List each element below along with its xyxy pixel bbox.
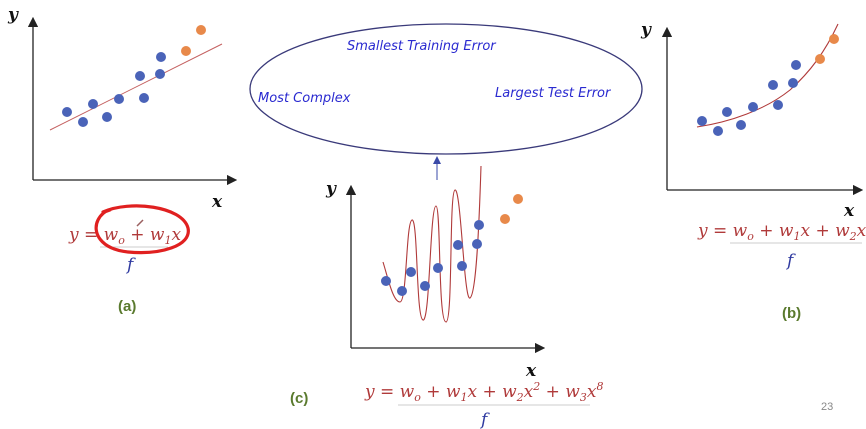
- panel-c-label: (c): [290, 390, 308, 407]
- test-point: [500, 214, 510, 224]
- eq-c-t4: + w: [540, 382, 580, 402]
- panel-c-x-label: x: [525, 361, 537, 381]
- train-point: [420, 281, 430, 291]
- train-point: [88, 99, 98, 109]
- eq-a-plus1: + w: [125, 225, 165, 245]
- panel-a-x-label: x: [211, 192, 223, 212]
- panel-b-equation: y = wo + w1x + w2x2: [697, 219, 866, 243]
- panel-b-x-label: x: [843, 201, 855, 221]
- complexity-bubble: Smallest Training Error Most Complex Lar…: [249, 23, 643, 180]
- panel-a-equation-sub: f: [125, 255, 136, 275]
- train-point: [768, 80, 778, 90]
- train-point: [773, 100, 783, 110]
- eq-b-sub0: o: [747, 230, 754, 243]
- eq-b-t3: x: [857, 221, 866, 241]
- eq-a-lhs: y = w: [68, 225, 119, 245]
- test-point: [815, 54, 825, 64]
- train-point: [102, 112, 112, 122]
- panel-b-y-label: y: [640, 20, 652, 40]
- train-point: [62, 107, 72, 117]
- bubble-ellipse: [249, 23, 643, 155]
- train-point: [791, 60, 801, 70]
- train-point: [433, 263, 443, 273]
- eq-b-t1: + w: [754, 221, 794, 241]
- eq-c-lhs: y = w: [364, 382, 415, 402]
- eq-a-sub1: 1: [164, 234, 171, 247]
- eq-a-sub0: o: [118, 234, 125, 247]
- eq-b-sub2: 2: [849, 230, 857, 243]
- train-point: [453, 240, 463, 250]
- eq-c-t3: x: [524, 382, 534, 402]
- panel-c-equation-sub: f: [479, 410, 490, 429]
- eq-c-sub0: o: [414, 391, 421, 404]
- panel-b: y x y = wo + w1x + w2x2 f (b): [640, 20, 866, 322]
- panel-a-fit-line: [49, 43, 223, 131]
- train-point: [156, 52, 166, 62]
- eq-a-x: x: [171, 225, 181, 245]
- test-point: [196, 25, 206, 35]
- panel-c-y-label: y: [325, 179, 337, 199]
- train-point: [713, 126, 723, 136]
- train-point: [472, 239, 482, 249]
- panel-a-y-label: y: [7, 5, 19, 25]
- train-point: [114, 94, 124, 104]
- panel-b-points: [697, 34, 839, 136]
- eq-c-sup8: 8: [596, 380, 603, 393]
- panel-c: y x y = wo + w1x + w2x2 + w3x8 f (c): [290, 165, 603, 429]
- train-point: [135, 71, 145, 81]
- panel-a: y x y = wo + w1x f (a): [7, 5, 238, 315]
- eq-c-t2: x + w: [467, 382, 517, 402]
- eq-c-sub2: 2: [516, 391, 524, 404]
- train-point: [381, 276, 391, 286]
- train-point: [406, 267, 416, 277]
- eq-b-sub1: 1: [793, 230, 800, 243]
- train-point: [736, 120, 746, 130]
- eq-c-t5: x: [587, 382, 597, 402]
- train-point: [155, 69, 165, 79]
- train-point: [697, 116, 707, 126]
- red-circle-annotation: [94, 204, 190, 255]
- eq-c-sub1: 1: [460, 391, 467, 404]
- bubble-top-text: Smallest Training Error: [347, 39, 497, 54]
- pen-mark-annotation: [136, 219, 144, 227]
- panel-a-label: (a): [118, 298, 136, 315]
- panel-b-equation-sub: f: [785, 251, 796, 271]
- bubble-right-text: Largest Test Error: [495, 86, 612, 101]
- eq-b-t2: x + w: [800, 221, 850, 241]
- train-point: [397, 286, 407, 296]
- train-point: [474, 220, 484, 230]
- train-point: [748, 102, 758, 112]
- panel-c-equation: y = wo + w1x + w2x2 + w3x8: [364, 380, 603, 404]
- train-point: [722, 107, 732, 117]
- train-point: [78, 117, 88, 127]
- eq-c-t1: + w: [421, 382, 461, 402]
- train-point: [457, 261, 467, 271]
- panel-b-fit-curve: [696, 23, 839, 128]
- train-point: [139, 93, 149, 103]
- panel-c-points: [381, 194, 523, 296]
- bubble-left-text: Most Complex: [258, 91, 351, 106]
- panel-a-points: [62, 25, 206, 127]
- page-number: 23: [821, 401, 833, 413]
- eq-c-sup2: 2: [532, 380, 540, 393]
- test-point: [181, 46, 191, 56]
- panel-a-equation: y = wo + w1x: [68, 225, 181, 247]
- test-point: [513, 194, 523, 204]
- test-point: [829, 34, 839, 44]
- eq-b-lhs: y = w: [697, 221, 748, 241]
- panel-c-fit-curve: [382, 165, 482, 323]
- train-point: [788, 78, 798, 88]
- eq-c-sub3: 3: [580, 391, 587, 404]
- panel-b-label: (b): [782, 305, 801, 322]
